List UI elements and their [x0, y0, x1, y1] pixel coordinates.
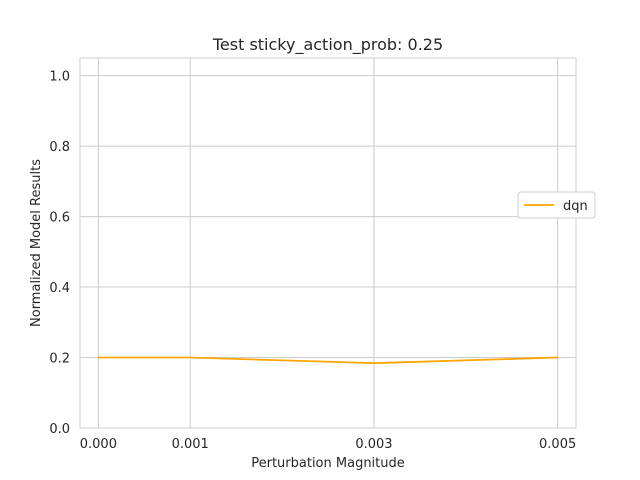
legend-label-dqn: dqn	[563, 199, 588, 214]
legend: dqn	[517, 191, 596, 219]
y-axis-ticks: 0.0 0.2 0.4 0.6 0.8 1.0	[49, 70, 70, 437]
grid	[80, 58, 576, 429]
series-layer	[97, 356, 559, 365]
y-tick-label: 0.0	[49, 422, 70, 437]
y-tick-label: 0.8	[49, 140, 70, 155]
y-tick-label: 0.4	[49, 281, 70, 296]
data-point	[373, 362, 375, 364]
x-tick-label: 0.001	[172, 437, 209, 452]
series-line-dqn	[98, 356, 558, 365]
y-tick-label: 1.0	[49, 70, 70, 85]
x-tick-label: 0.005	[539, 437, 576, 452]
y-axis-label: Normalized Model Results	[29, 159, 44, 327]
x-axis-label: Perturbation Magnitude	[251, 456, 405, 471]
x-tick-label: 0.003	[355, 437, 392, 452]
chart-title: Test sticky_action_prob: 0.25	[212, 35, 443, 55]
data-point	[97, 356, 100, 359]
legend-box	[517, 191, 596, 219]
y-tick-label: 0.6	[49, 211, 70, 226]
data-point	[556, 356, 559, 359]
x-axis-ticks: 0.000 0.001 0.003 0.005	[80, 437, 576, 452]
x-tick-label: 0.000	[80, 437, 117, 452]
data-point	[189, 356, 192, 359]
plot-area	[79, 57, 577, 429]
y-tick-label: 0.2	[49, 352, 70, 367]
